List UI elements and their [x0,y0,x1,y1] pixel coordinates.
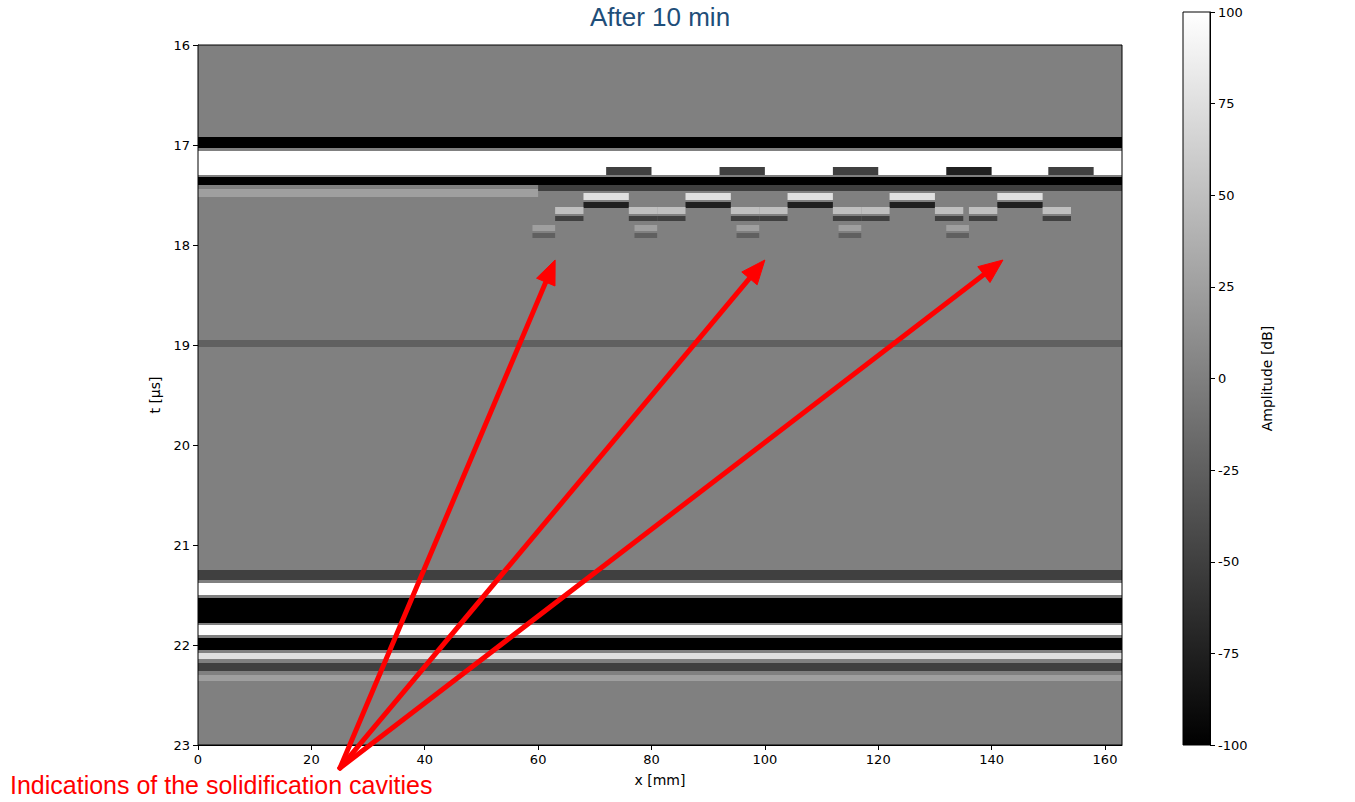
svg-text:60: 60 [530,752,547,767]
svg-text:After 10 min: After 10 min [590,2,730,32]
svg-text:Amplitude [dB]: Amplitude [dB] [1259,326,1275,432]
svg-text:-50: -50 [1218,554,1239,569]
svg-text:20: 20 [303,752,320,767]
svg-text:80: 80 [643,752,660,767]
svg-text:t [µs]: t [µs] [147,376,163,413]
svg-text:25: 25 [1218,279,1235,294]
svg-text:-100: -100 [1218,738,1248,753]
svg-text:-25: -25 [1218,463,1239,478]
svg-text:40: 40 [416,752,433,767]
svg-text:100: 100 [752,752,777,767]
svg-text:140: 140 [979,752,1004,767]
svg-text:75: 75 [1218,96,1235,111]
svg-text:0: 0 [1218,371,1226,386]
svg-text:-75: -75 [1218,646,1239,661]
svg-text:0: 0 [194,752,202,767]
svg-text:22: 22 [173,638,190,653]
svg-text:160: 160 [1093,752,1118,767]
svg-text:23: 23 [173,738,190,753]
svg-text:120: 120 [866,752,891,767]
svg-text:100: 100 [1218,5,1243,20]
svg-text:20: 20 [173,438,190,453]
svg-text:17: 17 [173,138,190,153]
svg-text:18: 18 [173,238,190,253]
svg-text:19: 19 [173,338,190,353]
svg-text:x [mm]: x [mm] [635,772,686,788]
svg-text:21: 21 [173,538,190,553]
svg-text:Indications of the solidificat: Indications of the solidification caviti… [10,771,432,799]
svg-text:16: 16 [173,38,190,53]
svg-text:50: 50 [1218,188,1235,203]
